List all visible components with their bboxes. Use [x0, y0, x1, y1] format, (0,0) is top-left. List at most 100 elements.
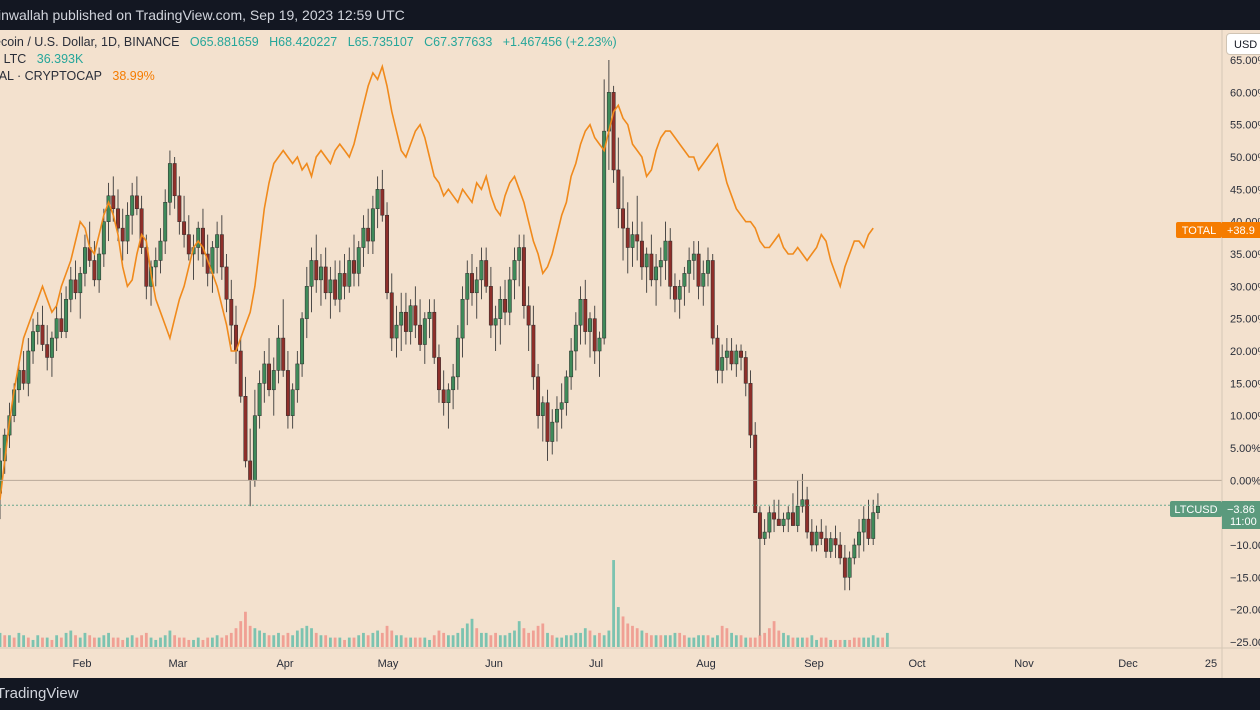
- ltc-badge-label: LTCUSD: [1174, 504, 1217, 516]
- y-tick-label: 60.00%: [1230, 87, 1260, 99]
- volume-bar: [196, 637, 200, 647]
- chart-panel[interactable]: 65.00%60.00%55.00%50.00%45.00%40.00%35.0…: [0, 30, 1260, 678]
- legend-main[interactable]: ecoin / U.S. Dollar, 1D, BINANCE O65.881…: [0, 35, 617, 49]
- candle-body: [64, 299, 69, 332]
- candle-body: [842, 557, 847, 578]
- volume-bar: [423, 637, 427, 647]
- candle-body: [550, 421, 555, 442]
- volume-bar: [17, 632, 21, 647]
- candle-body: [356, 247, 361, 274]
- candle-body: [715, 337, 720, 371]
- volume-bar: [475, 628, 479, 647]
- candle-body: [59, 318, 64, 332]
- volume-bar: [871, 635, 875, 647]
- legend-volume-value: 36.393K: [36, 52, 84, 66]
- candle-body: [795, 505, 800, 526]
- total-badge-value: +38.9: [1227, 225, 1255, 237]
- candle-body: [611, 92, 616, 171]
- volume-bar: [88, 635, 92, 647]
- candle-body: [295, 363, 300, 391]
- volume-bar: [187, 639, 191, 647]
- volume-bar: [593, 635, 597, 647]
- candle-body: [673, 286, 677, 300]
- volume-bar: [598, 632, 601, 647]
- y-tick-label: 50.00%: [1230, 152, 1260, 164]
- candle-body: [35, 324, 40, 332]
- volume-bar: [659, 635, 663, 647]
- chart-canvas[interactable]: 65.00%60.00%55.00%50.00%45.00%40.00%35.0…: [0, 30, 1260, 678]
- candle-body: [153, 260, 158, 268]
- y-tick-label: 20.00%: [1230, 346, 1260, 358]
- candle-body: [540, 402, 545, 416]
- volume-bar: [102, 635, 106, 647]
- volume-bar: [310, 628, 313, 647]
- volume-bar: [465, 623, 469, 647]
- volume-bar: [612, 560, 615, 647]
- legend-total-value: 38.99%: [112, 69, 155, 83]
- volume-bar: [484, 632, 488, 647]
- volume-bar: [461, 628, 464, 647]
- volume-bar: [428, 639, 431, 647]
- volume-bar: [45, 637, 49, 647]
- ltc-badge-countdown: 11:00: [1230, 516, 1257, 528]
- candle-body: [403, 311, 408, 332]
- volume-bar: [550, 635, 554, 647]
- candle-body: [635, 234, 640, 242]
- candle-body: [828, 538, 833, 552]
- candle-body: [498, 299, 503, 319]
- candle-body: [243, 396, 248, 462]
- candle-body: [724, 350, 729, 358]
- price-axis-bg[interactable]: [1222, 30, 1260, 648]
- price-axis[interactable]: 65.00%60.00%55.00%50.00%45.00%40.00%35.0…: [1230, 55, 1260, 649]
- candle-body: [663, 240, 668, 261]
- y-tick-label: 0.00%: [1230, 475, 1260, 487]
- volume-bar: [116, 637, 120, 647]
- candle-body: [526, 305, 531, 326]
- candle-body: [503, 299, 507, 313]
- volume-bar: [64, 632, 68, 647]
- candle-body: [569, 350, 574, 378]
- candle-body: [215, 234, 220, 248]
- volume-bar: [758, 635, 762, 647]
- candle-body: [16, 370, 21, 391]
- candle-body: [92, 260, 97, 281]
- candle-body: [658, 260, 663, 268]
- y-tick-label: 35.00%: [1230, 249, 1260, 261]
- time-axis[interactable]: Feb Mar Apr May Jun Jul Aug Sep Oct Nov Dec 25: [73, 658, 1218, 670]
- total-badge[interactable]: TOTAL +38.9: [1176, 222, 1260, 238]
- volume-bar: [574, 632, 578, 647]
- y-tick-label: 65.00%: [1230, 55, 1260, 67]
- volume-bar: [834, 639, 837, 647]
- legend-low: L65.735107: [347, 35, 414, 49]
- candle-body: [267, 363, 271, 391]
- candle-body: [545, 402, 550, 442]
- currency-button[interactable]: USD: [1226, 33, 1260, 55]
- volume-bar: [494, 632, 497, 647]
- volume-bar: [177, 637, 181, 647]
- candle-body: [186, 234, 191, 255]
- legend-total[interactable]: TAL · CRYPTOCAP 38.99%: [0, 69, 155, 83]
- candle-body: [276, 337, 281, 371]
- volume-bar: [97, 637, 101, 647]
- y-tick-label: −15.00%: [1230, 572, 1260, 584]
- volume-bar: [739, 635, 743, 647]
- tradingview-brand: TradingView: [0, 685, 79, 702]
- ltc-badge[interactable]: LTCUSD −3.86 11:00: [1170, 501, 1260, 529]
- candle-body: [819, 531, 824, 539]
- volume-bar: [791, 637, 795, 647]
- candle-body: [743, 357, 748, 384]
- candle-body: [394, 324, 399, 339]
- volume-bar: [432, 635, 436, 647]
- candle-body: [875, 505, 880, 513]
- candle-body: [861, 518, 866, 533]
- legend-volume[interactable]: · LTC 36.393K: [0, 52, 83, 66]
- volume-bar: [244, 611, 247, 647]
- x-tick-label: Sep: [804, 658, 824, 670]
- volume-bar: [579, 632, 582, 647]
- volume-bar: [451, 635, 455, 647]
- candle-body: [139, 208, 144, 248]
- volume-bar: [22, 635, 25, 647]
- candle-body: [838, 544, 843, 559]
- volume-bar: [192, 639, 195, 647]
- candle-body: [592, 318, 597, 352]
